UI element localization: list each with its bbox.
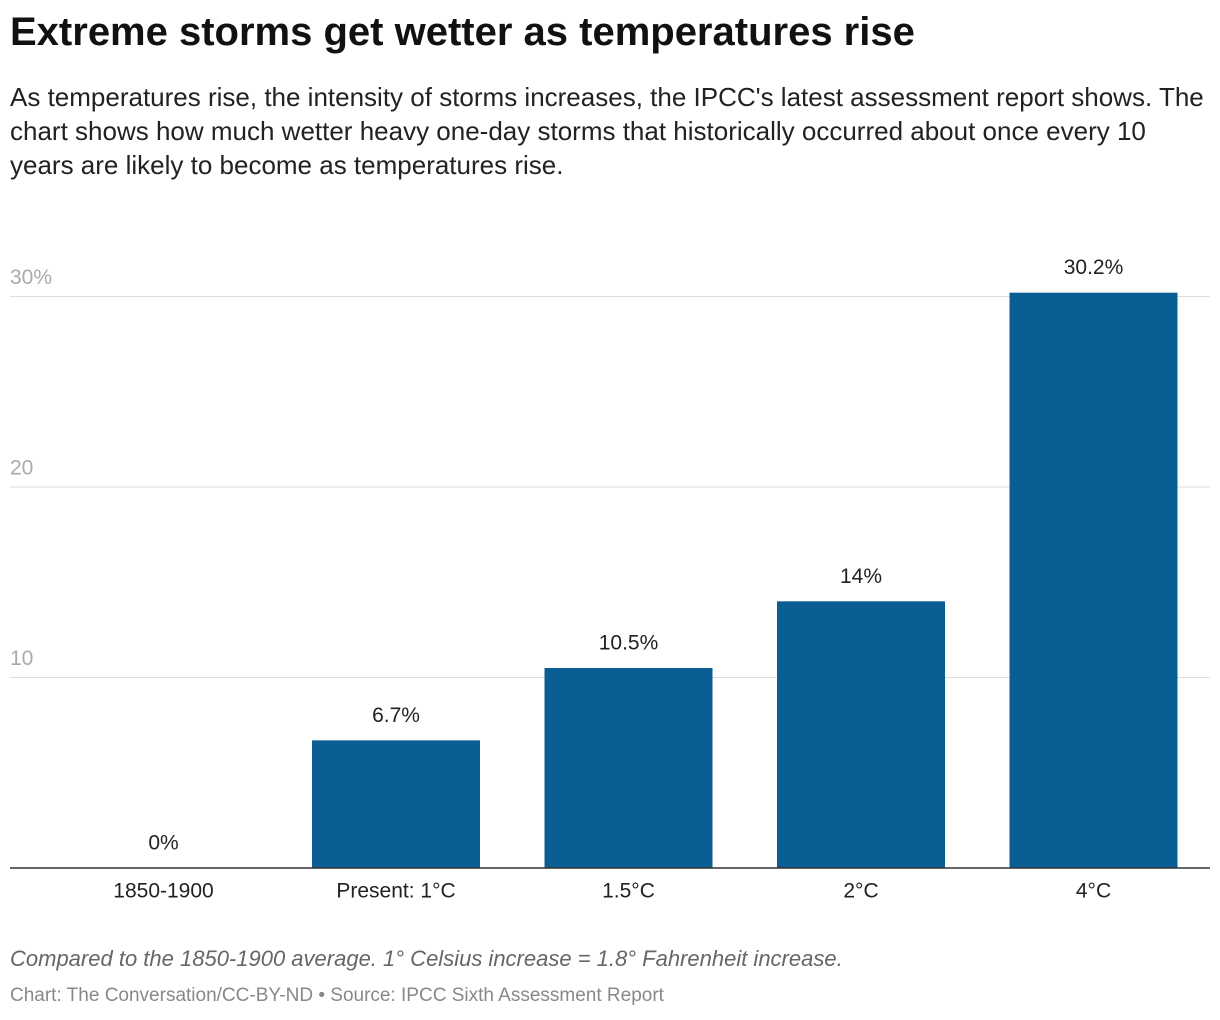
chart-title: Extreme storms get wetter as temperature… [10,10,915,54]
value-label: 6.7% [372,704,420,727]
y-tick-label: 30% [10,266,52,289]
value-label: 30.2% [1064,256,1124,279]
x-tick-label: Present: 1°C [336,880,455,903]
x-tick-label: 1850-1900 [113,880,213,903]
y-tick-label: 20 [10,457,33,480]
x-tick-label: 2°C [843,880,878,903]
bar [312,740,480,868]
value-label: 10.5% [599,632,659,655]
bar [777,601,945,868]
bar [544,667,713,868]
chart-source: Chart: The Conversation/CC-BY-ND • Sourc… [10,985,665,1006]
chart-note: Compared to the 1850-1900 average. 1° Ce… [10,946,843,971]
x-tick-label: 1.5°C [602,880,655,903]
y-tick-label: 10 [10,647,33,670]
value-label: 0% [148,832,178,855]
x-tick-label: 4°C [1076,880,1111,903]
bar [1009,292,1178,868]
chart-subtitle: As temperatures rise, the intensity of s… [10,82,1204,180]
value-label: 14% [840,565,882,588]
